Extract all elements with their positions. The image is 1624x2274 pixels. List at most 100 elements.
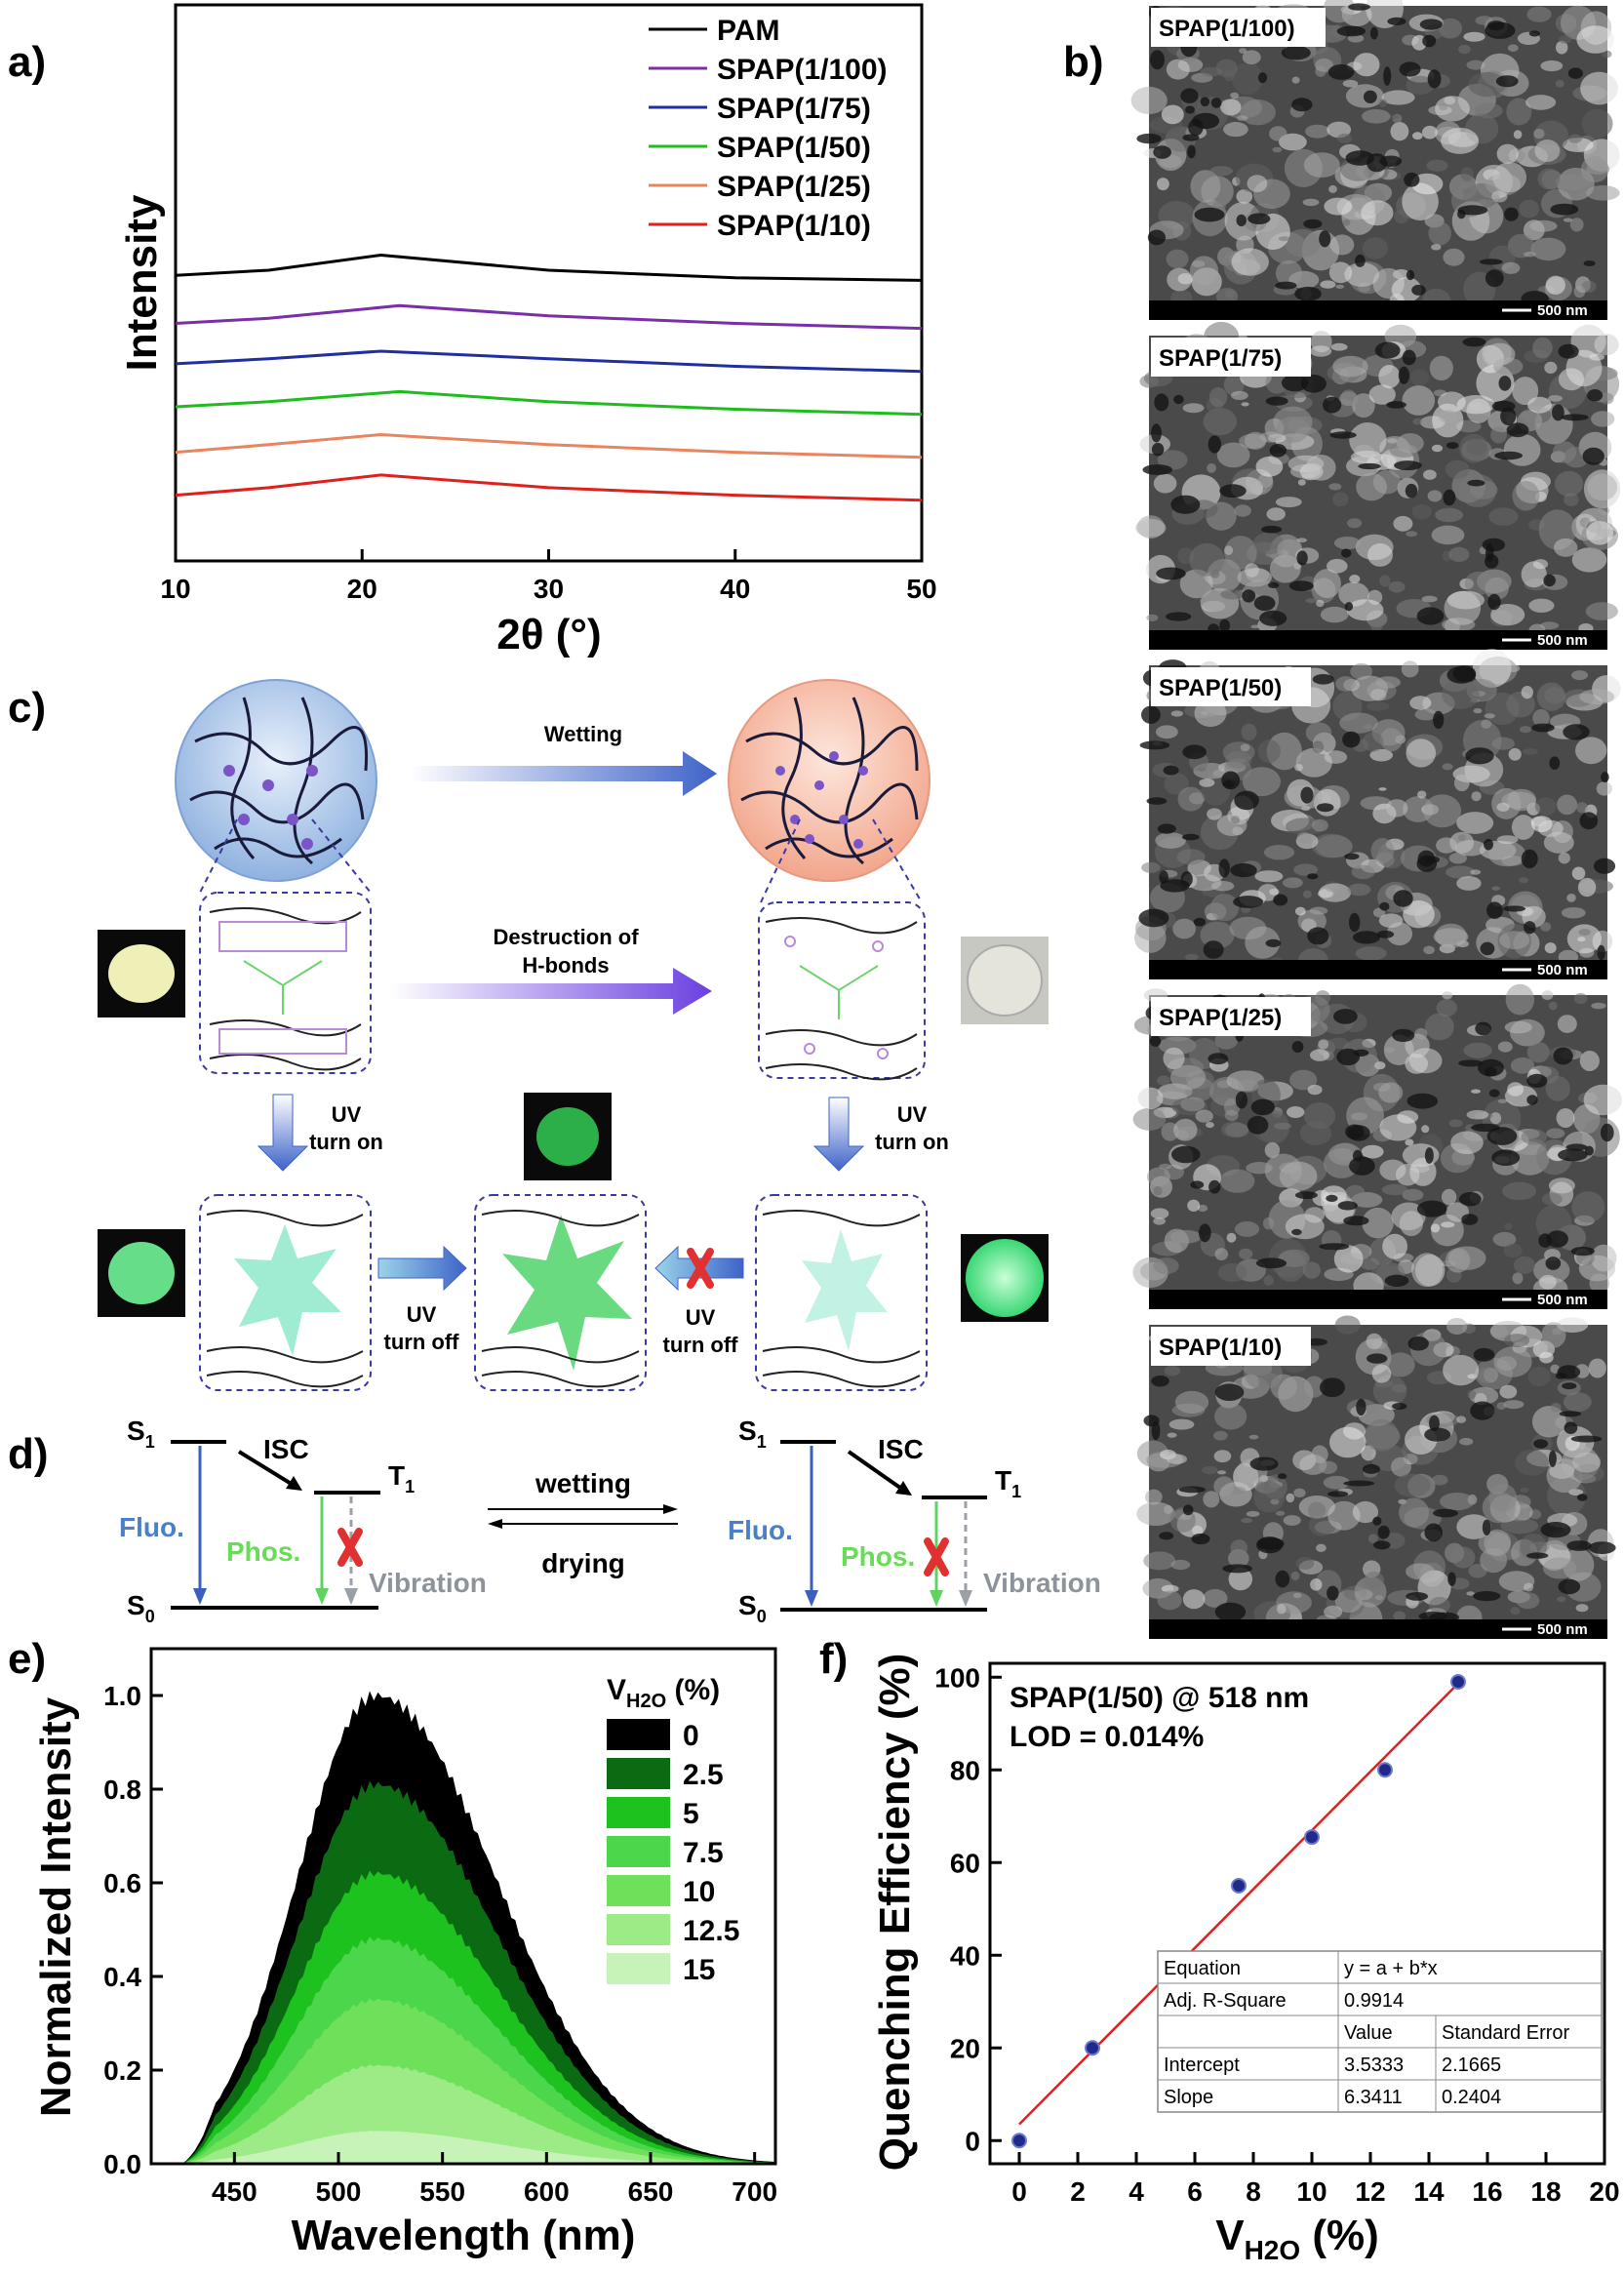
- isc-label-left: ISC: [263, 1434, 309, 1464]
- legend-swatch: [607, 1914, 670, 1945]
- legend-label: 0: [683, 1720, 699, 1752]
- x-tick-label: 50: [906, 574, 936, 604]
- xrd-series-line: [175, 473, 923, 502]
- legend-label: PAM: [717, 15, 779, 47]
- data-point: [1377, 1762, 1393, 1778]
- x-tick-label: 6: [1187, 2176, 1203, 2207]
- legend-label: SPAP(1/10): [717, 210, 871, 242]
- glow-star-right: [802, 1229, 888, 1351]
- bottom-box-chains: [206, 1210, 921, 1388]
- plot-frame-a: [174, 3, 924, 563]
- data-point: [1450, 1674, 1466, 1690]
- sem-label: SPAP(1/25): [1159, 1005, 1282, 1031]
- x-tick-label: 450: [212, 2176, 257, 2207]
- quenching-annotation-line1: SPAP(1/50) @ 518 nm: [1010, 1682, 1309, 1714]
- legend-label: 12.5: [683, 1915, 739, 1947]
- turn-off-label-left: turn off: [384, 1330, 460, 1354]
- quenching-x-axis-title: VH2O (%): [1215, 2212, 1379, 2265]
- legend-label: SPAP(1/100): [717, 54, 888, 86]
- dry-molecule-box: [199, 892, 372, 1074]
- dry-uv-on-box: [199, 1194, 372, 1391]
- wetting-arrow: [410, 751, 717, 796]
- legend-title: VH2O (%): [607, 1674, 720, 1712]
- panel-label-c: c): [8, 684, 46, 732]
- spectra-area-group: [182, 1691, 775, 2164]
- scale-bar-label: 500 nm: [1537, 302, 1588, 319]
- isc-label-right: ISC: [878, 1434, 924, 1464]
- panel-label-f: f): [819, 1635, 848, 1683]
- panel-c-scheme: Wetting Destruction of: [98, 679, 1049, 1391]
- uv-down-arrow-right: [812, 1097, 865, 1172]
- table-cell: Value: [1344, 2022, 1393, 2044]
- sem-label: SPAP(1/10): [1159, 1335, 1282, 1361]
- legend-label: SPAP(1/75): [717, 93, 871, 125]
- y-tick-label: 80: [950, 1755, 980, 1785]
- sem-texture: [1134, 649, 1621, 972]
- legend-label: 5: [683, 1798, 699, 1830]
- y-tick-label: 1.0: [103, 1681, 141, 1711]
- x-tick-label: 40: [720, 574, 750, 604]
- legend-swatch: [607, 1836, 670, 1867]
- x-tick-label: 500: [316, 2176, 362, 2207]
- sem-info-bar: [1149, 960, 1607, 979]
- spectra-ticks: 450 500 550 600 650 700 0.0 0.2 0.4 0.6 0.8 1.0: [103, 1681, 777, 2207]
- scale-bar-label: 500 nm: [1537, 632, 1588, 649]
- fluo-label-right: Fluo.: [728, 1515, 793, 1545]
- y-tick-label: 0.0: [103, 2149, 141, 2179]
- x-tick-label: 16: [1472, 2176, 1502, 2207]
- xrd-series-group: [175, 254, 923, 502]
- uv-label-right: UV: [897, 1102, 928, 1127]
- wet-network-chains: [740, 697, 919, 865]
- sem-label-box: [1151, 8, 1326, 47]
- fit-statistics-table: Equation y = a + b*x Adj. R-Square 0.9914 Va…: [1157, 1950, 1603, 2113]
- y-tick-label: 0.4: [103, 1962, 141, 1992]
- spectrum-area: [182, 2131, 775, 2164]
- vibration-label-left: Vibration: [369, 1568, 487, 1598]
- panel-e-spectra-chart: 450 500 550 600 650 700 0.0 0.2 0.4 0.6 0.8 1.0 VH2…: [32, 1647, 777, 2259]
- sem-info-bar: [1149, 1619, 1607, 1639]
- spectra-y-axis-title: Normalized Intensity: [32, 1696, 80, 2117]
- s1-label-right: S1: [738, 1416, 767, 1452]
- scale-bar-label: 500 nm: [1537, 962, 1588, 978]
- panel-d-jablonski: S1 S0 T1 ISC Fluo. Phos. Vibration wetti…: [119, 1416, 1101, 1626]
- uv-off-arrow-left: [377, 1245, 467, 1292]
- spectra-legend: VH2O (%) 0 2.5 5 7.5 10 12.5 15: [607, 1674, 739, 1986]
- legend-swatch: [607, 1719, 670, 1750]
- dry-molecule-sketch: [209, 907, 362, 1071]
- xrd-x-axis-title: 2θ (°): [496, 611, 601, 658]
- uv-label-left: UV: [332, 1102, 362, 1127]
- panel-b-sem-images: 500 nm SPAP(1/100) 500 nm SPAP(1/75) 500 nm S…: [1130, 0, 1623, 1639]
- sem-label-box: [1151, 338, 1311, 377]
- quenching-annotation-line2: LOD = 0.014%: [1010, 1721, 1204, 1753]
- y-tick-label: 20: [950, 2033, 980, 2063]
- table-cell: 6.3411: [1344, 2087, 1403, 2108]
- x-tick-label: 4: [1129, 2176, 1144, 2207]
- panel-label-a: a): [8, 38, 46, 86]
- table-cell: Intercept: [1164, 2055, 1240, 2076]
- sem-info-bar: [1149, 300, 1607, 320]
- uv-off-label-left: UV: [407, 1302, 437, 1327]
- dry-network-dots: [223, 765, 318, 850]
- data-point: [1085, 2040, 1100, 2056]
- plot-frame-f: [988, 1661, 1606, 2166]
- destruction-label-line2: H-bonds: [522, 953, 609, 977]
- x-tick-label: 550: [419, 2176, 465, 2207]
- x-tick-label: 600: [524, 2176, 570, 2207]
- dry-network-sphere: [175, 679, 377, 882]
- legend-swatch: [607, 1797, 670, 1828]
- y-tick-label: 0: [965, 2126, 980, 2156]
- wet-molecule-box: [758, 901, 926, 1079]
- legend-label: 7.5: [683, 1837, 724, 1869]
- legend-label: 15: [683, 1954, 715, 1986]
- destruction-label-line1: Destruction of: [493, 925, 639, 949]
- turn-on-label-right: turn on: [875, 1130, 949, 1154]
- quenching-ticks: 0 2 4 6 8 10 12 14 16 18 20 0 20 40 60 80 100: [934, 1662, 1619, 2207]
- sem-label: SPAP(1/50): [1159, 675, 1282, 701]
- data-point: [1011, 2133, 1027, 2149]
- x-tick-label: 10: [160, 574, 190, 604]
- y-tick-label: 0.8: [103, 1775, 141, 1805]
- sem-texture: [1136, 1315, 1616, 1637]
- sem-label-box: [1151, 997, 1311, 1036]
- xrd-series-line: [175, 433, 923, 459]
- x-tick-label: 20: [347, 574, 377, 604]
